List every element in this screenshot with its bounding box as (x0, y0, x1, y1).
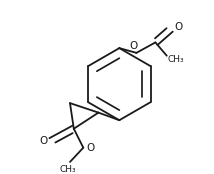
Text: CH₃: CH₃ (60, 165, 76, 174)
Text: O: O (174, 22, 182, 32)
Text: O: O (39, 136, 48, 146)
Text: O: O (129, 41, 138, 51)
Text: O: O (87, 143, 95, 153)
Text: CH₃: CH₃ (168, 55, 184, 64)
